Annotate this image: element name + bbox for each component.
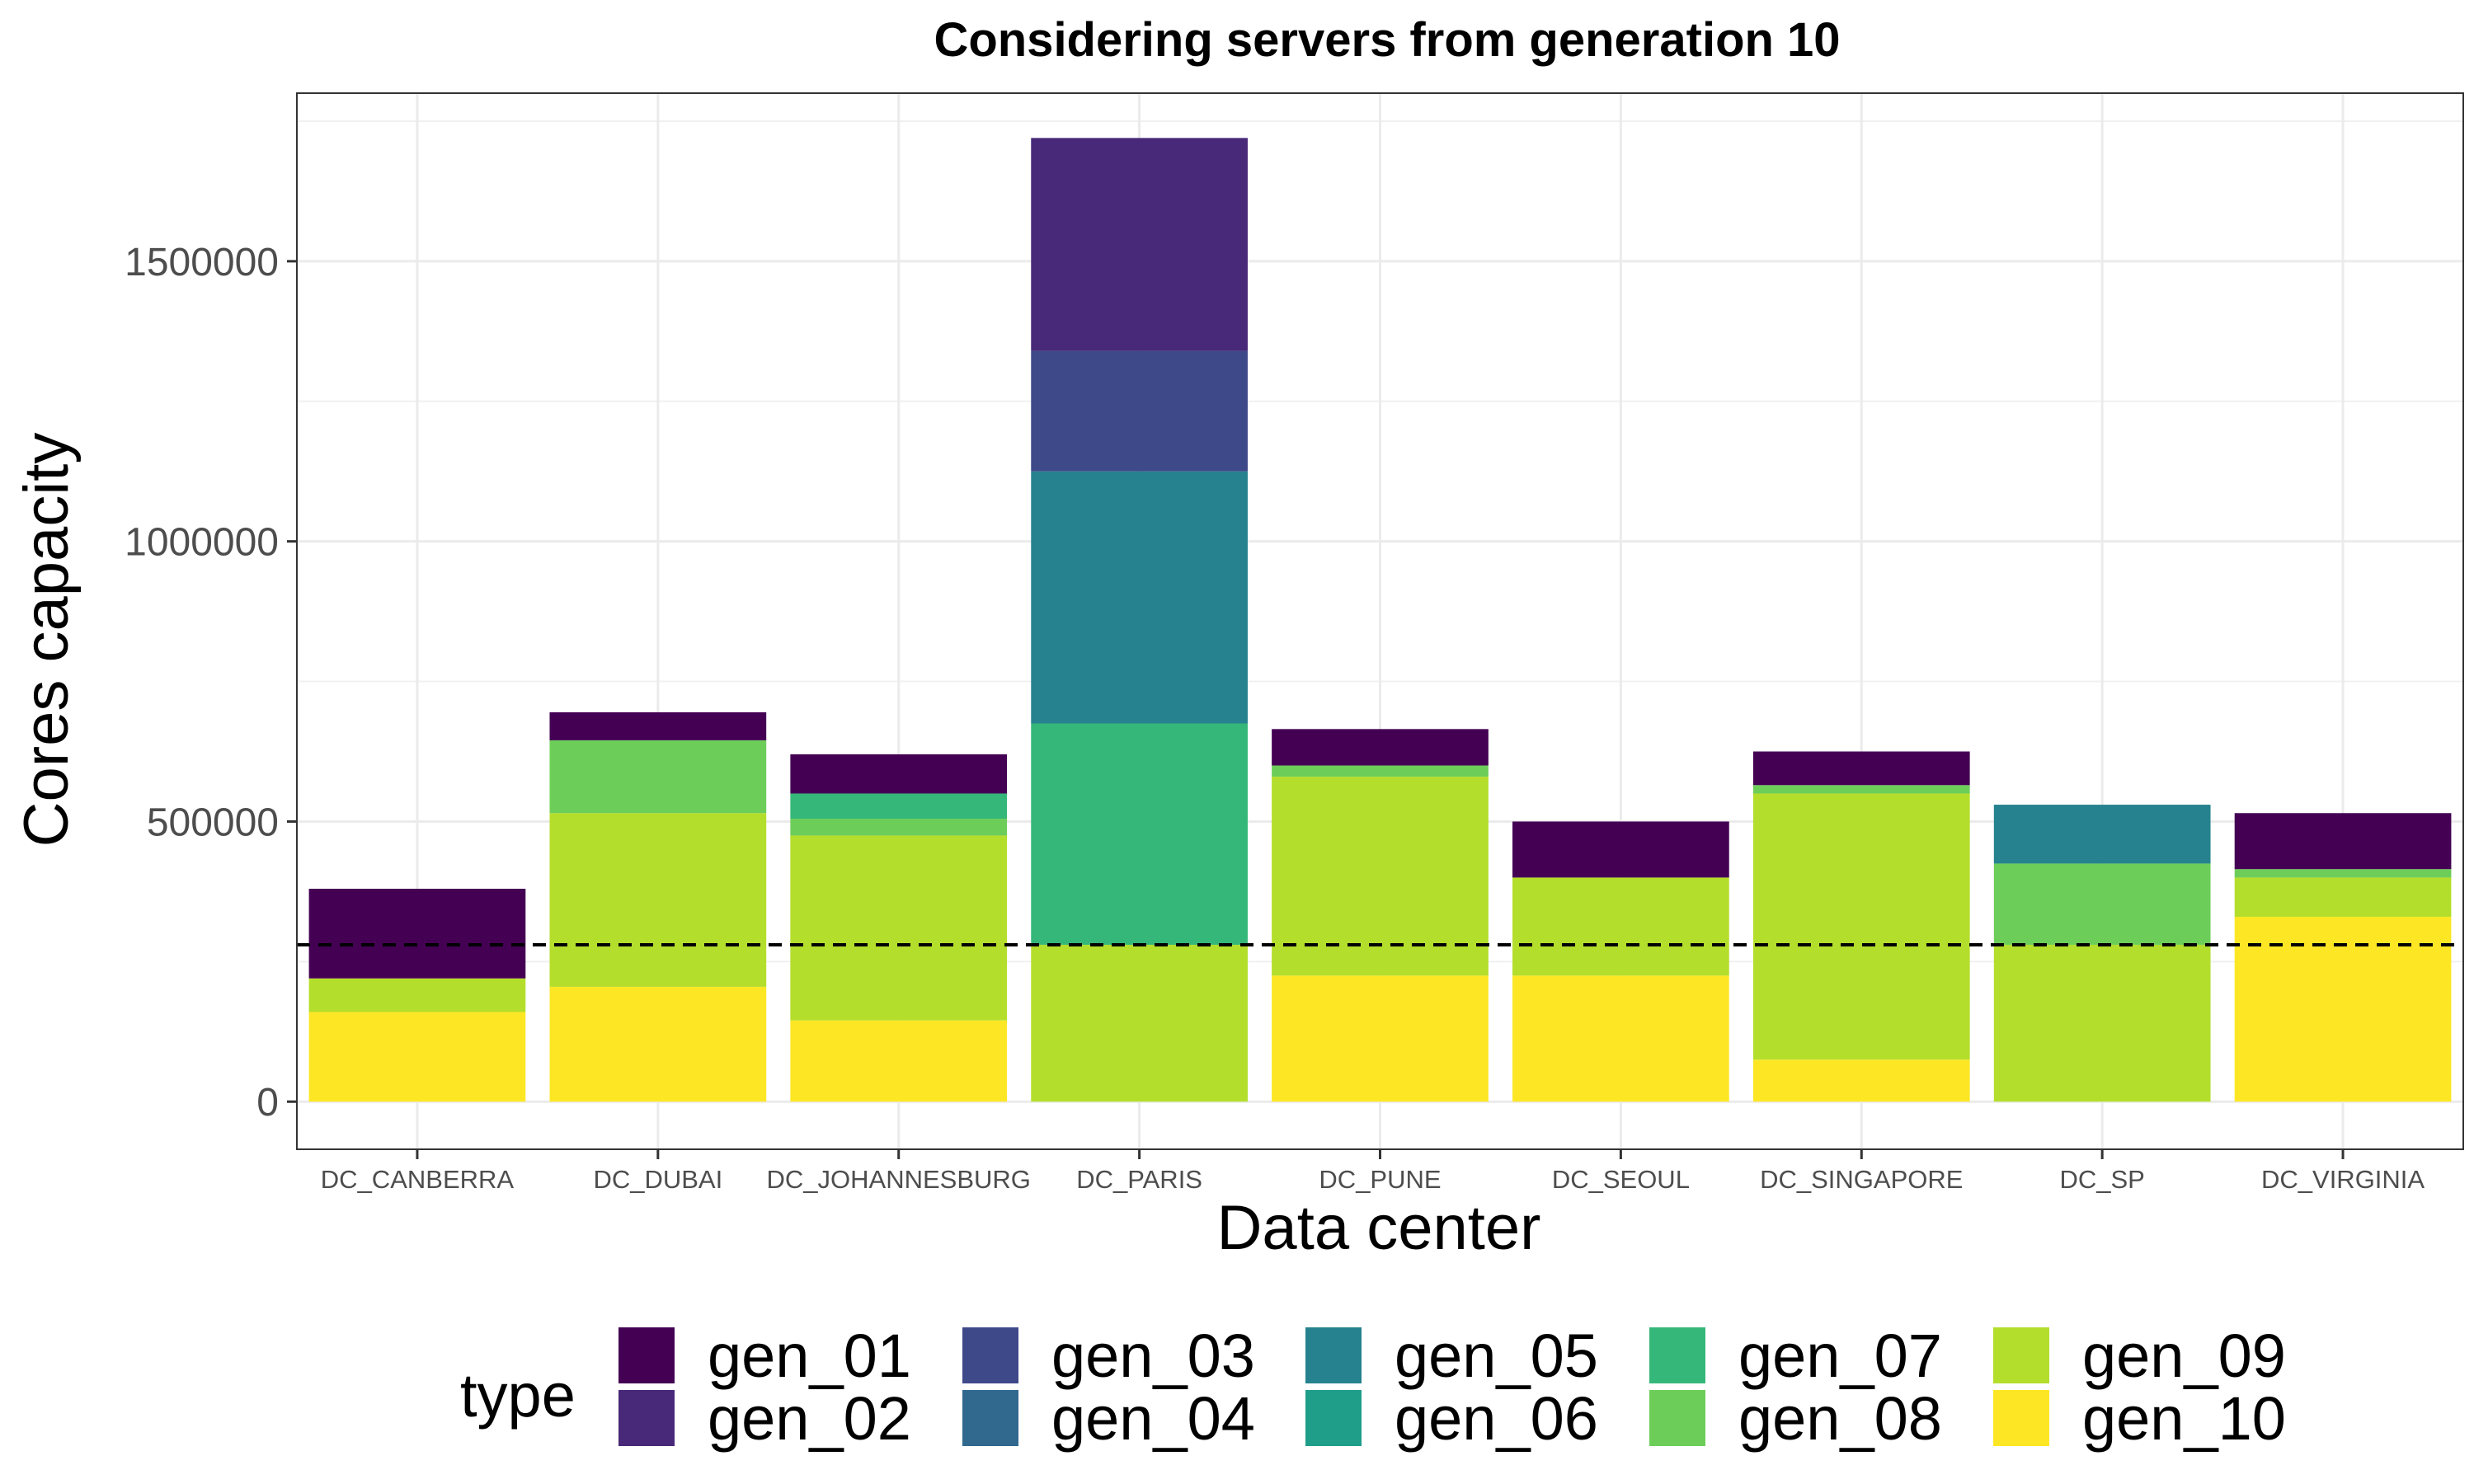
legend-label-gen_08: gen_08 <box>1738 1384 1942 1453</box>
legend-label-gen_06: gen_06 <box>1395 1384 1598 1453</box>
bar-segment-gen_01-dc-pune <box>1272 729 1489 766</box>
chart-title: Considering servers from generation 10 <box>934 13 1840 67</box>
bar-segment-gen_09-dc-sp <box>1993 944 2211 1102</box>
bar-segment-gen_09-dc-virginia <box>2234 877 2452 917</box>
bar-stacks <box>308 138 2452 1102</box>
legend-key-gen_09 <box>1993 1327 2049 1383</box>
bar-segment-gen_01-dc-johannesburg <box>790 754 1008 794</box>
bar-segment-gen_01-dc-singapore <box>1752 751 1970 786</box>
legend-label-gen_02: gen_02 <box>708 1384 911 1453</box>
bar-segment-gen_01-dc-canberra <box>308 888 526 979</box>
legend-label-gen_09: gen_09 <box>2082 1322 2286 1390</box>
legend-key-gen_07 <box>1649 1327 1705 1383</box>
bar-segment-gen_05-dc-paris <box>1031 471 1248 724</box>
legend-key-gen_02 <box>618 1390 675 1446</box>
legend-key-gen_04 <box>962 1390 1018 1446</box>
legend-key-gen_03 <box>962 1327 1018 1383</box>
legend-key-gen_06 <box>1305 1390 1362 1446</box>
bar-segment-gen_07-dc-paris <box>1031 723 1248 945</box>
bar-segment-gen_09-dc-singapore <box>1752 793 1970 1060</box>
bar-segment-gen_05-dc-sp <box>1993 805 2211 864</box>
x-tick-label: DC_VIRGINIA <box>2261 1165 2425 1194</box>
x-tick-label: DC_SP <box>2059 1165 2144 1194</box>
bar-segment-gen_09-dc-seoul <box>1512 877 1729 976</box>
bar-segment-gen_10-dc-virginia <box>2234 916 2452 1102</box>
bar-segment-gen_10-dc-johannesburg <box>790 1020 1008 1102</box>
bar-segment-gen_10-dc-pune <box>1272 975 1489 1102</box>
legend-label-gen_01: gen_01 <box>708 1322 911 1390</box>
y-tick-label: 1000000 <box>125 521 279 565</box>
legend-label-gen_07: gen_07 <box>1738 1322 1942 1390</box>
legend-key-gen_05 <box>1305 1327 1362 1383</box>
axes: 0 500000 1000000 1500000 DC_CANBERRA DC_DUBAI… <box>125 92 2464 1194</box>
y-tick-label: 0 <box>256 1081 279 1125</box>
legend-title: type <box>460 1361 576 1430</box>
bar-segment-gen_07-dc-johannesburg <box>790 793 1008 819</box>
legend-key-gen_10 <box>1993 1390 2049 1446</box>
bar-segment-gen_08-dc-dubai <box>549 740 767 814</box>
legend-label-gen_04: gen_04 <box>1051 1384 1255 1453</box>
bar-segment-gen_08-dc-singapore <box>1752 785 1970 794</box>
y-tick-label: 1500000 <box>125 241 279 284</box>
bar-segment-gen_09-dc-johannesburg <box>790 835 1008 1021</box>
bar-segment-gen_08-dc-virginia <box>2234 869 2452 878</box>
legend-label-gen_10: gen_10 <box>2082 1384 2286 1453</box>
x-tick-label: DC_JOHANNESBURG <box>767 1165 1031 1194</box>
bar-segment-gen_10-dc-dubai <box>549 986 767 1102</box>
x-axis-title: Data center <box>1217 1193 1541 1263</box>
bar-segment-gen_09-dc-pune <box>1272 777 1489 976</box>
legend-key-gen_01 <box>618 1327 675 1383</box>
legend-label-gen_03: gen_03 <box>1051 1322 1255 1390</box>
bar-segment-gen_09-dc-paris <box>1031 944 1248 1102</box>
bar-segment-gen_08-dc-johannesburg <box>790 819 1008 836</box>
bar-segment-gen_01-dc-dubai <box>549 711 767 740</box>
bar-segment-gen_08-dc-pune <box>1272 765 1489 777</box>
x-tick-label: DC_PARIS <box>1076 1165 1202 1194</box>
legend-key-gen_08 <box>1649 1390 1705 1446</box>
legend-label-gen_05: gen_05 <box>1395 1322 1598 1390</box>
bar-segment-gen_09-dc-canberra <box>308 978 526 1012</box>
y-axis-title: Cores capacity <box>12 433 82 848</box>
bar-segment-gen_02-dc-paris <box>1031 138 1248 351</box>
legend: type gen_01gen_02gen_03gen_04gen_05gen_0… <box>460 1322 2286 1453</box>
bar-segment-gen_01-dc-seoul <box>1512 821 1729 878</box>
x-tick-label: DC_DUBAI <box>593 1165 722 1194</box>
x-tick-label: DC_SINGAPORE <box>1760 1165 1963 1194</box>
bar-segment-gen_09-dc-dubai <box>549 813 767 987</box>
x-tick-label: DC_SEOUL <box>1552 1165 1690 1194</box>
bar-segment-gen_01-dc-virginia <box>2234 813 2452 870</box>
bar-segment-gen_08-dc-sp <box>1993 863 2211 945</box>
bar-segment-gen_10-dc-canberra <box>308 1012 526 1102</box>
y-tick-label: 500000 <box>147 801 279 844</box>
x-tick-label: DC_PUNE <box>1319 1165 1441 1194</box>
plot-border <box>296 92 2464 1150</box>
bar-segment-gen_10-dc-seoul <box>1512 975 1729 1102</box>
bar-segment-gen_10-dc-singapore <box>1752 1059 1970 1102</box>
bar-segment-gen_03-dc-paris <box>1031 350 1248 472</box>
x-tick-label: DC_CANBERRA <box>321 1165 515 1194</box>
